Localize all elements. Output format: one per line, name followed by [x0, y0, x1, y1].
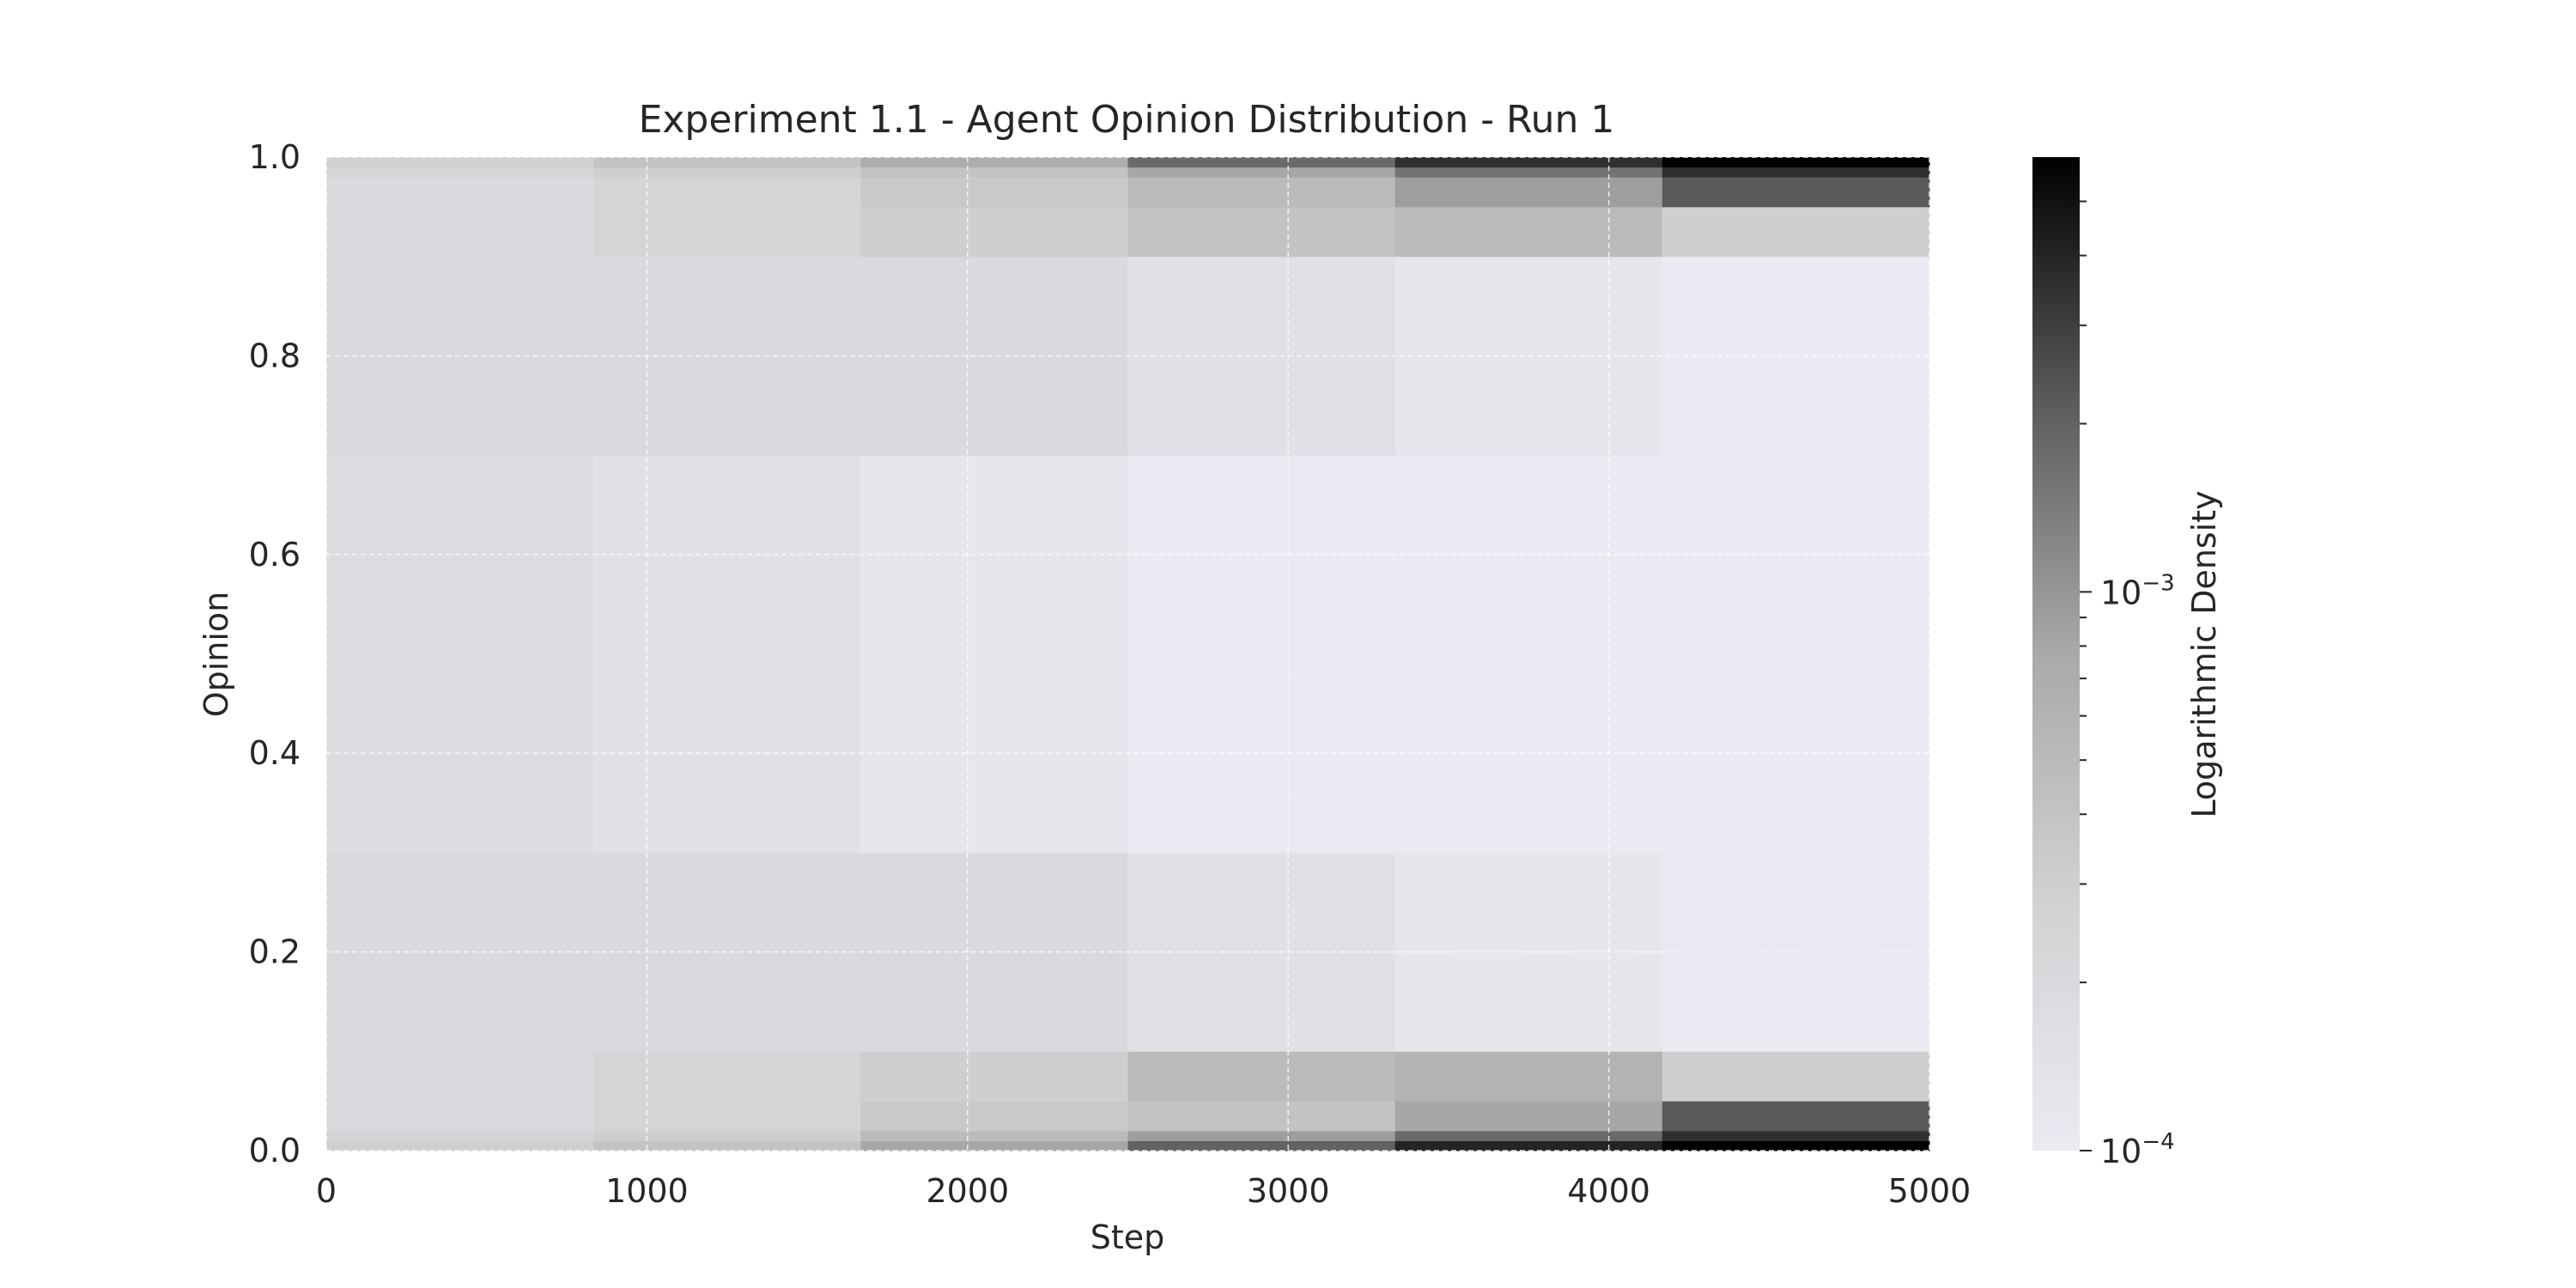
- heatmap-cell-2-1: [593, 1101, 861, 1132]
- heatmap-cell-8-5: [1662, 177, 1930, 208]
- x-tick-label: 2000: [926, 1172, 1009, 1210]
- grid-lines: [325, 156, 1930, 1151]
- heatmap-cell-5-4: [1394, 455, 1663, 854]
- y-axis-label: Opinion: [197, 592, 235, 718]
- heatmap-cell-3-0: [326, 1051, 594, 1102]
- heatmap-cell-8-4: [1394, 177, 1663, 208]
- heatmap-cell-10-1: [593, 157, 861, 168]
- y-axis-ticks: 0.0 0.2 0.4 0.6 0.8 1.0: [249, 138, 301, 1170]
- heatmap-cell-4-2: [860, 852, 1128, 1052]
- heatmap-cell-2-0: [326, 1101, 594, 1132]
- heatmap-cell-1-1: [593, 1130, 861, 1141]
- heatmap-cell-9-5: [1662, 167, 1930, 178]
- colorbar-ticks: 10−4 10−3: [2080, 200, 2175, 1170]
- heatmap-cell-8-2: [860, 177, 1128, 208]
- heatmap-cell-0-2: [860, 1140, 1128, 1151]
- heatmap-cell-1-3: [1127, 1130, 1396, 1141]
- heatmap-cell-7-0: [326, 206, 594, 258]
- heatmap-cell-10-2: [860, 157, 1128, 168]
- y-tick-label: 0.0: [249, 1132, 301, 1170]
- x-tick-label: 4000: [1567, 1172, 1650, 1210]
- heatmap-cell-3-2: [860, 1051, 1128, 1102]
- x-axis-ticks: 0 1000 2000 3000 4000 5000: [316, 1172, 1971, 1210]
- heatmap-cell-2-2: [860, 1101, 1128, 1132]
- heatmap-cell-6-1: [593, 256, 861, 456]
- heatmap-cell-0-5: [1662, 1140, 1930, 1151]
- heatmap-cell-5-1: [593, 455, 861, 854]
- heatmap-cell-8-0: [326, 177, 594, 208]
- heatmap-cell-7-2: [860, 206, 1128, 258]
- heatmap-cell-10-3: [1127, 157, 1396, 168]
- heatmap-cell-0-0: [326, 1140, 594, 1151]
- heatmap-cell-10-4: [1394, 157, 1663, 168]
- heatmap-cell-3-1: [593, 1051, 861, 1102]
- heatmap-cells: [326, 157, 1930, 1151]
- heatmap-cell-4-1: [593, 852, 861, 1052]
- heatmap-cell-0-3: [1127, 1140, 1396, 1151]
- heatmap-cell-1-5: [1662, 1130, 1930, 1141]
- heatmap-cell-9-3: [1127, 167, 1396, 178]
- x-tick-label: 0: [316, 1172, 337, 1210]
- heatmap-cell-7-3: [1127, 206, 1396, 258]
- heatmap-cell-1-4: [1394, 1130, 1663, 1141]
- x-tick-label: 5000: [1888, 1172, 1971, 1210]
- heatmap-cell-0-4: [1394, 1140, 1663, 1151]
- heatmap-cell-8-1: [593, 177, 861, 208]
- heatmap-cell-2-4: [1394, 1101, 1663, 1132]
- heatmap-cell-10-5: [1662, 157, 1930, 168]
- heatmap-cell-5-5: [1662, 455, 1930, 854]
- heatmap-cell-5-2: [860, 455, 1128, 854]
- heatmap-cell-0-1: [593, 1140, 861, 1151]
- heatmap-cell-6-2: [860, 256, 1128, 456]
- heatmap-cell-3-4: [1394, 1051, 1663, 1102]
- y-tick-label: 0.6: [249, 536, 301, 574]
- y-tick-label: 0.4: [249, 734, 301, 772]
- heatmap-cell-2-3: [1127, 1101, 1396, 1132]
- heatmap-cell-7-1: [593, 206, 861, 258]
- colorbar-tick-label: 10−4: [2100, 1129, 2175, 1170]
- colorbar-label: Logarithmic Density: [2185, 490, 2223, 817]
- heatmap-cell-5-0: [326, 455, 594, 854]
- heatmap-cell-9-0: [326, 167, 594, 178]
- heatmap-cell-1-0: [326, 1130, 594, 1141]
- y-tick-label: 1.0: [249, 138, 301, 176]
- colorbar-tick-label: 10−3: [2100, 570, 2175, 611]
- heatmap-cell-3-3: [1127, 1051, 1396, 1102]
- colorbar: 10−4 10−3 Logarithmic Density: [2032, 157, 2223, 1170]
- heatmap-cell-9-1: [593, 167, 861, 178]
- y-tick-label: 0.8: [249, 337, 301, 374]
- heatmap-cell-7-4: [1394, 206, 1663, 258]
- heatmap-cell-3-5: [1662, 1051, 1930, 1102]
- chart-title: Experiment 1.1 - Agent Opinion Distribut…: [639, 98, 1615, 142]
- heatmap-cell-9-2: [860, 167, 1128, 178]
- heatmap-cell-1-2: [860, 1130, 1128, 1141]
- x-axis-label: Step: [1091, 1218, 1165, 1256]
- colorbar-gradient: [2032, 157, 2080, 1151]
- heatmap-cell-8-3: [1127, 177, 1396, 208]
- heatmap-cell-2-5: [1662, 1101, 1930, 1132]
- heatmap-cell-7-5: [1662, 206, 1930, 258]
- heatmap-cell-10-0: [326, 157, 594, 168]
- plot-area: [325, 156, 1930, 1151]
- x-tick-label: 3000: [1247, 1172, 1330, 1210]
- y-tick-label: 0.2: [249, 933, 301, 971]
- heatmap-cell-5-3: [1127, 455, 1396, 854]
- heatmap-cell-9-4: [1394, 167, 1663, 178]
- x-tick-label: 1000: [605, 1172, 689, 1210]
